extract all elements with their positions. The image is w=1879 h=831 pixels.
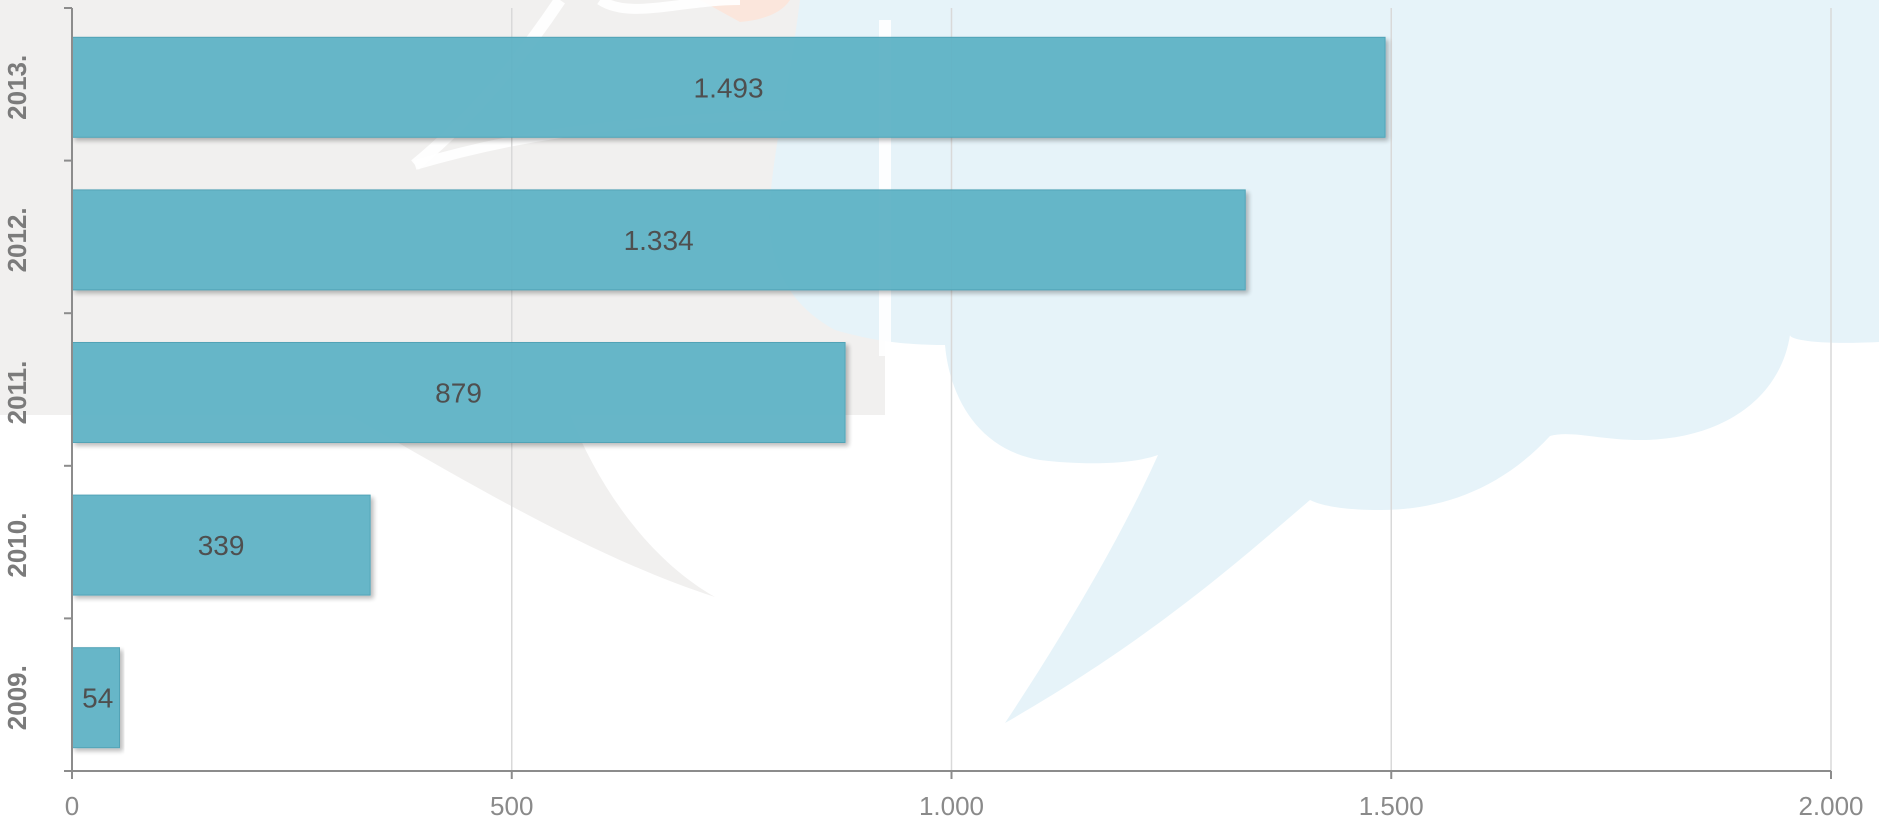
x-tick-label-2000: 2.000 <box>1798 791 1863 821</box>
watermark-grey-tail <box>350 415 715 597</box>
data-label-2013: 1.493 <box>694 72 764 103</box>
data-label-2009: 54 <box>82 683 113 714</box>
category-label-2012: 2012. <box>2 207 32 272</box>
x-tick-label-500: 500 <box>490 791 533 821</box>
category-label-2013: 2013. <box>2 55 32 120</box>
x-tick-label-0: 0 <box>65 791 79 821</box>
category-label-2011: 2011. <box>2 361 32 425</box>
bar-2010 <box>71 494 371 596</box>
axes-group <box>64 7 1832 779</box>
category-label-2010: 2010. <box>2 513 32 578</box>
data-label-2010: 339 <box>198 530 245 561</box>
data-label-2012: 1.334 <box>624 225 694 256</box>
watermark-blue-bubble <box>769 0 1879 723</box>
bar-2012 <box>71 189 1246 291</box>
x-tick-label-1500: 1.500 <box>1359 791 1424 821</box>
bar-2009 <box>71 647 120 749</box>
data-label-2011: 879 <box>435 378 482 409</box>
category-label-2009: 2009. <box>2 665 32 730</box>
bar-2013 <box>71 36 1386 138</box>
bar-2011 <box>71 342 846 443</box>
bars-group <box>71 36 1386 749</box>
x-tick-label-1000: 1.000 <box>919 791 984 821</box>
labels-group: 1.493 2013. 1.334 2012. 879 2011. 339 2010. 54 20… <box>2 55 1864 821</box>
